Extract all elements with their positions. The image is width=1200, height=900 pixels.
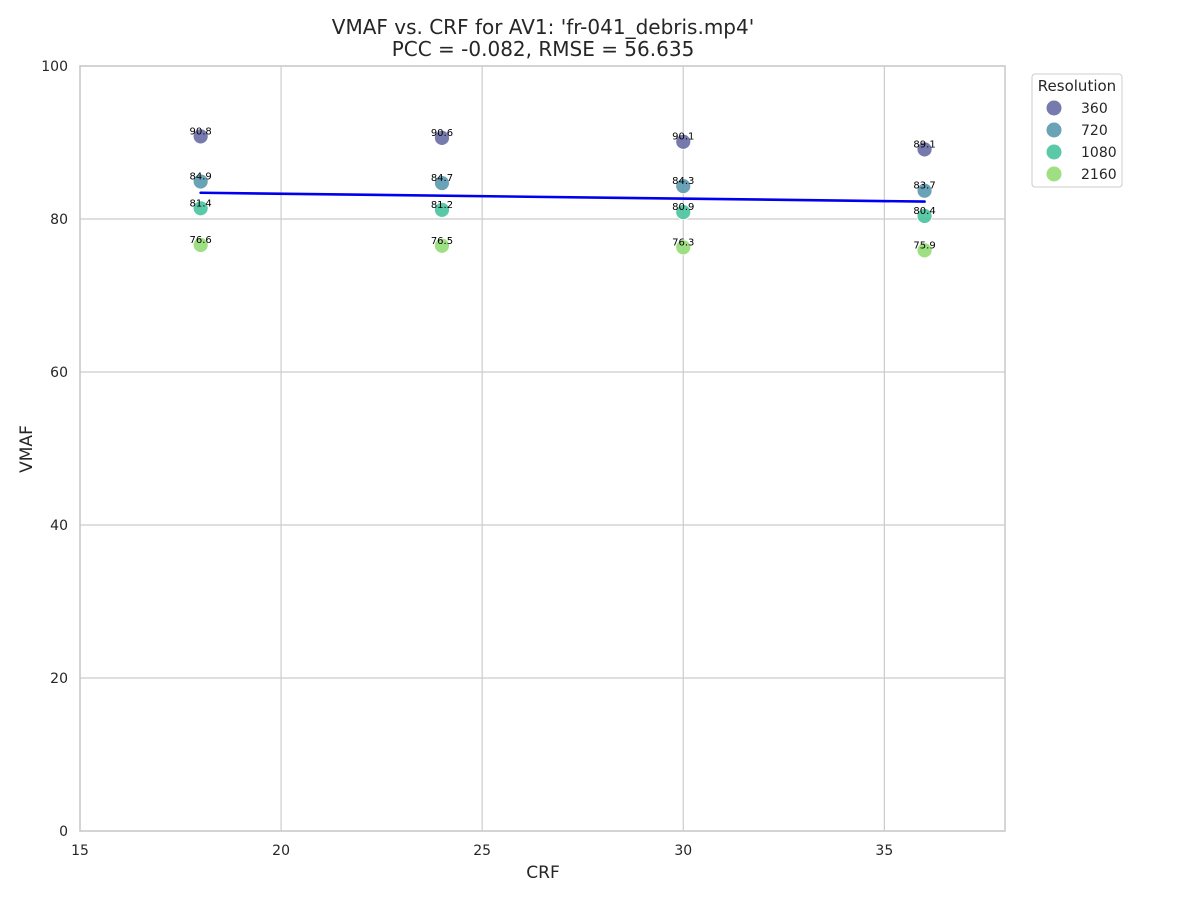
legend-label-720: 720: [1081, 123, 1108, 139]
data-label: 81.2: [431, 200, 453, 211]
data-point-1080: [916, 208, 933, 224]
y-tick-label: 80: [50, 212, 68, 228]
data-point-2160: [916, 242, 933, 259]
data-label: 76.3: [672, 237, 694, 248]
data-label: 90.1: [672, 132, 694, 143]
data-points: [192, 128, 933, 259]
y-tick-label: 20: [50, 671, 68, 687]
x-tick-label: 35: [875, 843, 893, 859]
y-tick-label: 100: [41, 59, 68, 75]
data-point-360: [916, 141, 933, 158]
data-point-720: [675, 178, 692, 195]
data-label: 84.9: [190, 172, 212, 183]
data-point-2160: [192, 237, 209, 253]
data-point-720: [916, 182, 933, 199]
legend-entries: 360 720 1080 2160: [1046, 100, 1117, 183]
data-point-1080: [675, 204, 692, 221]
data-label: 76.6: [190, 235, 212, 246]
data-point-2160: [675, 239, 692, 256]
chart-title-line1: VMAF vs. CRF for AV1: 'fr-041_debris.mp4…: [332, 15, 754, 39]
data-label: 84.3: [672, 176, 694, 187]
data-label: 80.9: [672, 202, 694, 213]
data-point-360: [434, 130, 450, 146]
data-point-2160: [434, 237, 450, 254]
y-axis-label: VMAF: [17, 425, 37, 473]
x-axis-ticks: 15 20 25 30 35: [71, 843, 893, 859]
data-point-1080: [434, 201, 450, 218]
data-point-720: [434, 175, 450, 191]
x-tick-label: 25: [473, 843, 491, 859]
chart-title-line2: PCC = -0.082, RMSE = 56.635: [392, 37, 695, 61]
x-axis-label: CRF: [526, 863, 559, 883]
legend-marker-720: [1046, 122, 1062, 138]
data-label: 90.8: [190, 126, 212, 137]
x-tick-label: 15: [71, 843, 89, 859]
data-label: 90.6: [431, 128, 453, 139]
data-point-360: [192, 128, 209, 145]
data-point-1080: [192, 200, 209, 217]
data-labels: 90.8 90.6 90.1 89.1 84.9 84.7 84.3 83.7 81.4 81.2…: [190, 126, 936, 251]
grid-lines: [79, 65, 1005, 832]
plot-area-frame: [79, 65, 1006, 832]
data-label: 76.5: [431, 236, 453, 247]
data-label: 89.1: [913, 139, 935, 150]
data-label: 83.7: [913, 181, 935, 192]
data-label: 84.7: [431, 173, 453, 184]
data-point-360: [675, 133, 692, 150]
y-tick-label: 40: [50, 518, 68, 534]
y-tick-label: 0: [59, 824, 68, 840]
legend-marker-2160: [1046, 166, 1062, 182]
legend-title: Resolution: [1038, 77, 1116, 95]
data-label: 80.4: [913, 206, 935, 217]
y-tick-label: 60: [50, 365, 68, 381]
trendline-group: [199, 191, 926, 203]
data-label: 75.9: [913, 240, 935, 251]
legend-marker-360: [1046, 100, 1062, 116]
legend-label-1080: 1080: [1081, 145, 1117, 161]
data-label: 81.4: [190, 198, 212, 209]
legend-label-2160: 2160: [1081, 167, 1117, 183]
legend-marker-1080: [1046, 144, 1062, 160]
legend: Resolution 360 720 1080 2160: [1031, 73, 1123, 188]
x-tick-label: 30: [674, 843, 692, 859]
data-point-720: [192, 173, 209, 190]
x-tick-label: 20: [272, 843, 290, 859]
legend-label-360: 360: [1081, 101, 1108, 117]
trendline: [199, 191, 926, 203]
y-axis-ticks: 0 20 40 60 80 100: [41, 59, 68, 840]
